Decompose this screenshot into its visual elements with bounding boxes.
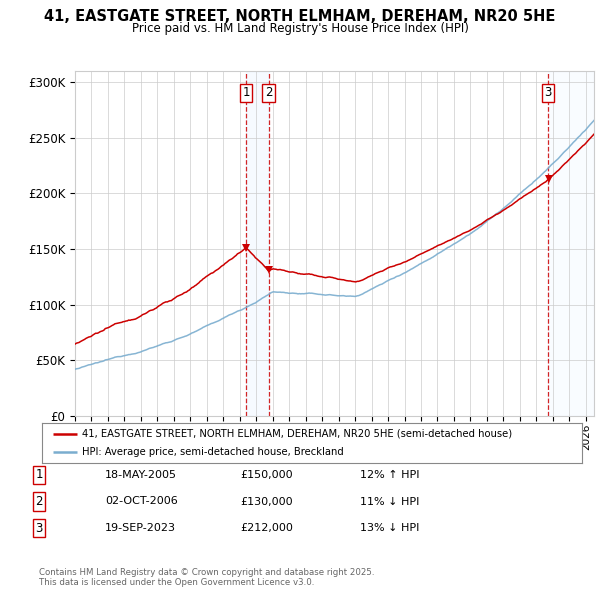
Text: 1: 1	[35, 468, 43, 481]
Text: 12% ↑ HPI: 12% ↑ HPI	[360, 470, 419, 480]
Text: 13% ↓ HPI: 13% ↓ HPI	[360, 523, 419, 533]
Text: 3: 3	[35, 522, 43, 535]
Text: £130,000: £130,000	[240, 497, 293, 506]
Text: 3: 3	[545, 86, 552, 99]
Text: 2: 2	[265, 86, 272, 99]
Text: 41, EASTGATE STREET, NORTH ELMHAM, DEREHAM, NR20 5HE (semi-detached house): 41, EASTGATE STREET, NORTH ELMHAM, DEREH…	[83, 429, 512, 439]
Text: 02-OCT-2006: 02-OCT-2006	[105, 497, 178, 506]
Text: 11% ↓ HPI: 11% ↓ HPI	[360, 497, 419, 506]
Text: Contains HM Land Registry data © Crown copyright and database right 2025.
This d: Contains HM Land Registry data © Crown c…	[39, 568, 374, 587]
Text: HPI: Average price, semi-detached house, Breckland: HPI: Average price, semi-detached house,…	[83, 447, 344, 457]
Text: 2: 2	[35, 495, 43, 508]
Bar	[246, 71, 269, 416]
Text: 18-MAY-2005: 18-MAY-2005	[105, 470, 177, 480]
Bar	[548, 71, 594, 416]
Text: £212,000: £212,000	[240, 523, 293, 533]
Text: 19-SEP-2023: 19-SEP-2023	[105, 523, 176, 533]
Text: Price paid vs. HM Land Registry's House Price Index (HPI): Price paid vs. HM Land Registry's House …	[131, 22, 469, 35]
Text: £150,000: £150,000	[240, 470, 293, 480]
Text: 41, EASTGATE STREET, NORTH ELMHAM, DEREHAM, NR20 5HE: 41, EASTGATE STREET, NORTH ELMHAM, DEREH…	[44, 9, 556, 24]
Text: 1: 1	[242, 86, 250, 99]
